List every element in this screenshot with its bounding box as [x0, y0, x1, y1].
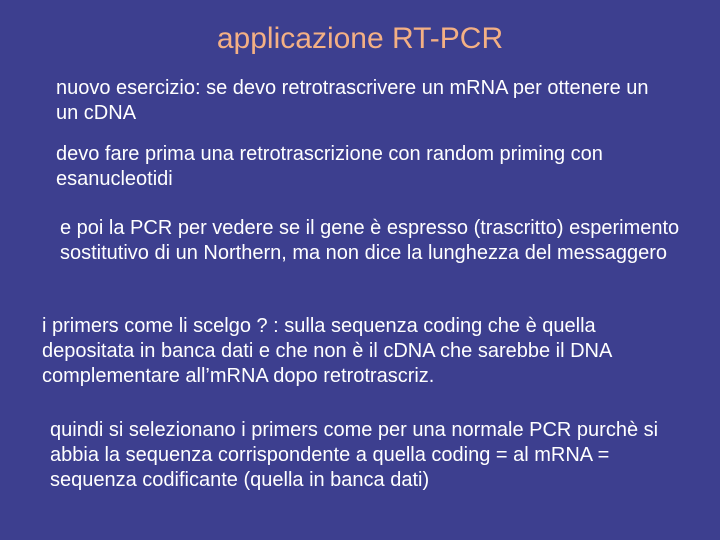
paragraph-3: e poi la PCR per vedere se il gene è esp… — [60, 216, 680, 266]
slide: applicazione RT-PCR nuovo esercizio: se … — [0, 0, 720, 540]
slide-title: applicazione RT-PCR — [0, 22, 720, 56]
paragraph-1: nuovo esercizio: se devo retrotrascriver… — [56, 76, 666, 126]
paragraph-5: quindi si selezionano i primers come per… — [50, 418, 690, 493]
paragraph-4: i primers come li scelgo ? : sulla seque… — [42, 314, 682, 389]
paragraph-2: devo fare prima una retrotrascrizione co… — [56, 142, 676, 192]
